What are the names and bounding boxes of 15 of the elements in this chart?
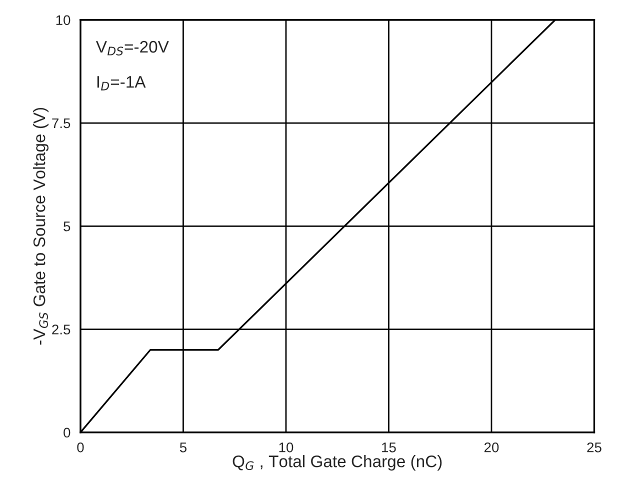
y-tick-label: 2.5 xyxy=(52,324,70,334)
y-tick-label: 5 xyxy=(64,222,70,232)
y-tick-label: 7.5 xyxy=(52,118,70,128)
x-tick-label: 15 xyxy=(382,442,396,452)
annotation: I$_{D}$=-1A xyxy=(97,76,146,90)
annotation: V$_{DS}$=-20V xyxy=(96,40,169,56)
y-tick-label: 10 xyxy=(56,15,70,26)
x-tick-label: 0 xyxy=(77,442,84,452)
y-tick-label: 0 xyxy=(64,428,70,438)
x-axis-title: Q$_{G}$ , Total Gate Charge (nC) xyxy=(232,455,442,471)
x-tick-label: 10 xyxy=(279,442,294,452)
y-axis-title: -V$_{GS}$ Gate to Source Voltage (V) xyxy=(33,108,49,345)
x-tick-label: 5 xyxy=(180,442,187,452)
x-tick-label: 25 xyxy=(587,442,602,452)
x-tick-label: 20 xyxy=(484,442,499,452)
